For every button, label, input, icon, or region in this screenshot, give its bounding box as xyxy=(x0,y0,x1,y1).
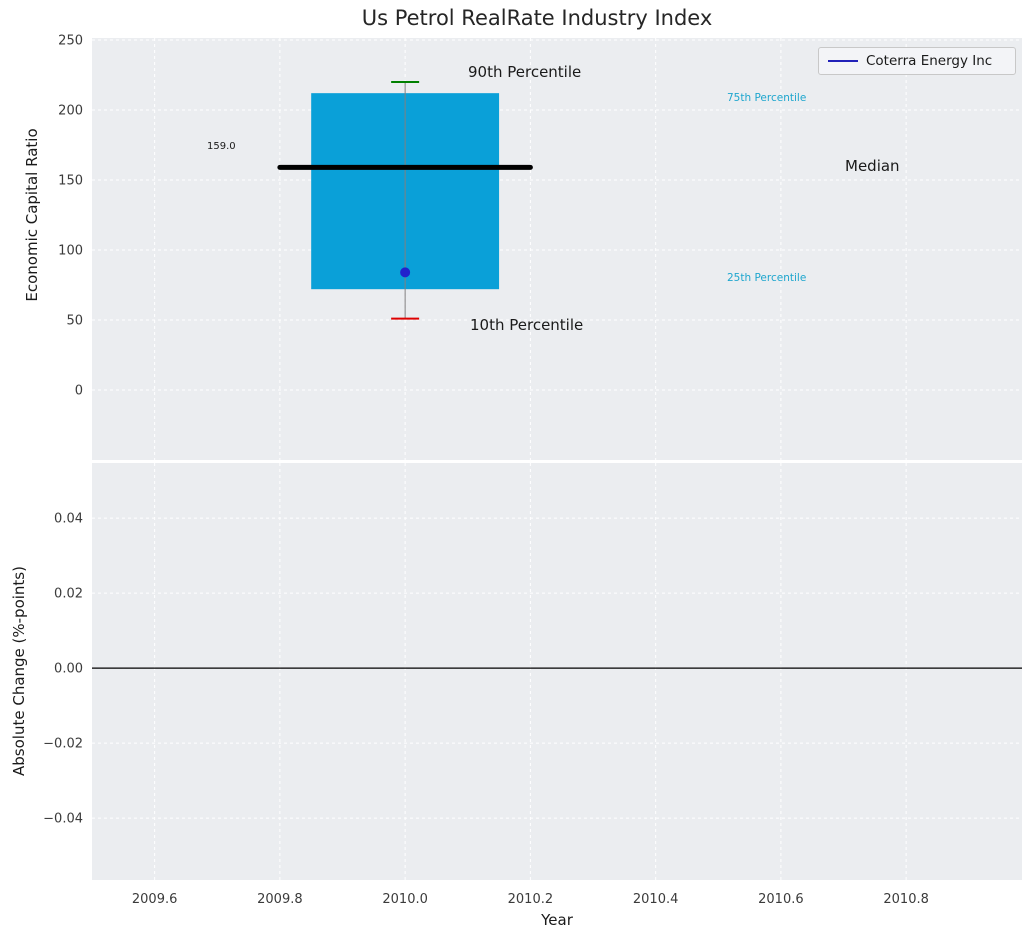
legend: Coterra Energy Inc xyxy=(818,47,1016,75)
annotation-median: Median xyxy=(845,157,900,175)
tick-label: 0.02 xyxy=(54,587,83,602)
tick-label: 250 xyxy=(58,33,83,48)
annotation-median-value: 159.0 xyxy=(207,141,236,152)
tick-label: 2009.6 xyxy=(132,892,178,907)
tick-label: 0 xyxy=(75,383,83,398)
tick-label: 50 xyxy=(66,313,83,328)
legend-line-sample xyxy=(828,60,858,62)
legend-label: Coterra Energy Inc xyxy=(866,53,993,69)
chart-title: Us Petrol RealRate Industry Index xyxy=(361,6,713,30)
bottom-axes xyxy=(92,463,1022,880)
tick-label: 2010.8 xyxy=(883,892,929,907)
tick-label: −0.02 xyxy=(43,737,83,752)
bottom-y-axis-label: Absolute Change (%-points) xyxy=(10,566,28,776)
tick-label: 2010.2 xyxy=(508,892,554,907)
top-y-axis-label: Economic Capital Ratio xyxy=(23,128,41,302)
x-axis-label: Year xyxy=(541,911,573,929)
annotation-75th-percentile: 75th Percentile xyxy=(727,92,807,104)
annotation-10th-percentile: 10th Percentile xyxy=(470,316,584,334)
top-axes xyxy=(92,38,1022,460)
tick-label: 2009.8 xyxy=(257,892,303,907)
tick-label: 2010.0 xyxy=(382,892,428,907)
tick-label: 100 xyxy=(58,243,83,258)
annotation-25th-percentile: 25th Percentile xyxy=(727,272,807,284)
annotation-90th-percentile: 90th Percentile xyxy=(468,63,582,81)
tick-label: 0.04 xyxy=(54,512,83,527)
tick-label: 2010.6 xyxy=(758,892,804,907)
tick-label: 0.00 xyxy=(54,662,83,677)
tick-label: −0.04 xyxy=(43,812,83,827)
tick-label: 2010.4 xyxy=(633,892,679,907)
tick-label: 200 xyxy=(58,103,83,118)
tick-label: 150 xyxy=(58,173,83,188)
